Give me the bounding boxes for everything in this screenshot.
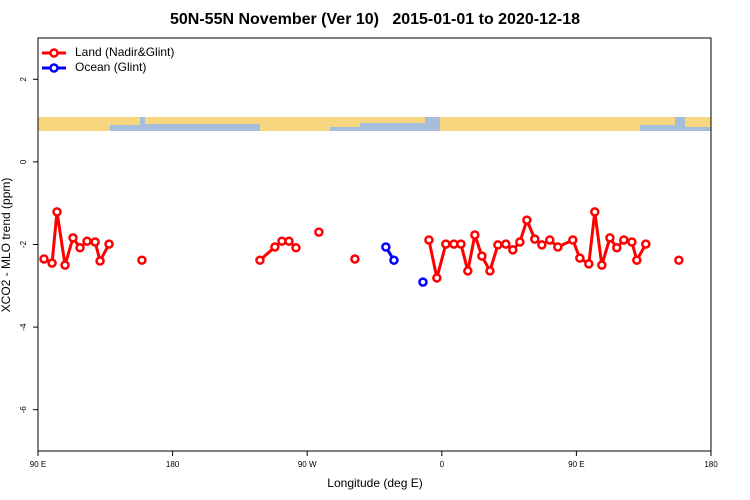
point [641, 239, 651, 249]
point [75, 243, 85, 253]
point [619, 235, 629, 245]
point [95, 256, 105, 266]
x-tick-label: 180 [166, 460, 180, 469]
point [432, 273, 442, 283]
point [501, 239, 511, 249]
point [485, 266, 495, 276]
point [52, 207, 62, 217]
y-axis-label: XCO2 - MLO trend (ppm) [0, 178, 13, 313]
point [584, 259, 594, 269]
x-tick-label: 0 [440, 460, 445, 469]
point [424, 235, 434, 245]
series-line [386, 247, 423, 282]
point [418, 277, 428, 287]
point [284, 236, 294, 246]
point [68, 233, 78, 243]
point [530, 234, 540, 244]
point [605, 233, 615, 243]
point [590, 207, 600, 217]
point [350, 254, 360, 264]
x-axis-label: Longitude (deg E) [327, 476, 422, 490]
point [255, 255, 265, 265]
point [522, 215, 532, 225]
point [537, 240, 547, 250]
point [463, 266, 473, 276]
point [545, 235, 555, 245]
point [441, 239, 451, 249]
point [575, 253, 585, 263]
point [597, 260, 607, 270]
point [60, 260, 70, 270]
point [47, 258, 57, 268]
point [493, 240, 503, 250]
y-tick-label: 2 [19, 77, 28, 82]
point [612, 243, 622, 253]
plot-frame [37, 37, 712, 452]
point [104, 239, 114, 249]
x-tick-label: 180 [704, 460, 718, 469]
y-tick-label: 0 [19, 159, 28, 164]
point [82, 236, 92, 246]
series-line [44, 212, 679, 278]
point [90, 237, 100, 247]
point [381, 242, 391, 252]
x-tick-label: 90 W [298, 460, 317, 469]
point [456, 239, 466, 249]
point [553, 242, 563, 252]
chart-title: 50N-55N November (Ver 10) 2015-01-01 to … [170, 11, 580, 28]
point [508, 245, 518, 255]
legend-label: Land (Nadir&Glint) [75, 45, 174, 59]
y-tick-label: -6 [19, 406, 28, 414]
point [291, 243, 301, 253]
point [477, 251, 487, 261]
y-tick-label: -4 [19, 323, 28, 331]
legend-marker [49, 48, 59, 58]
point [389, 255, 399, 265]
point [270, 242, 280, 252]
point [674, 255, 684, 265]
legend-marker [49, 63, 59, 73]
legend-label: Ocean (Glint) [75, 60, 146, 74]
point [470, 230, 480, 240]
point [314, 227, 324, 237]
point [515, 237, 525, 247]
point [632, 255, 642, 265]
point [137, 255, 147, 265]
point [39, 254, 49, 264]
x-tick-label: 90 E [568, 460, 584, 469]
y-tick-label: -2 [19, 240, 28, 248]
map-strip [38, 117, 711, 131]
point [627, 237, 637, 247]
point [568, 235, 578, 245]
x-tick-label: 90 E [30, 460, 46, 469]
